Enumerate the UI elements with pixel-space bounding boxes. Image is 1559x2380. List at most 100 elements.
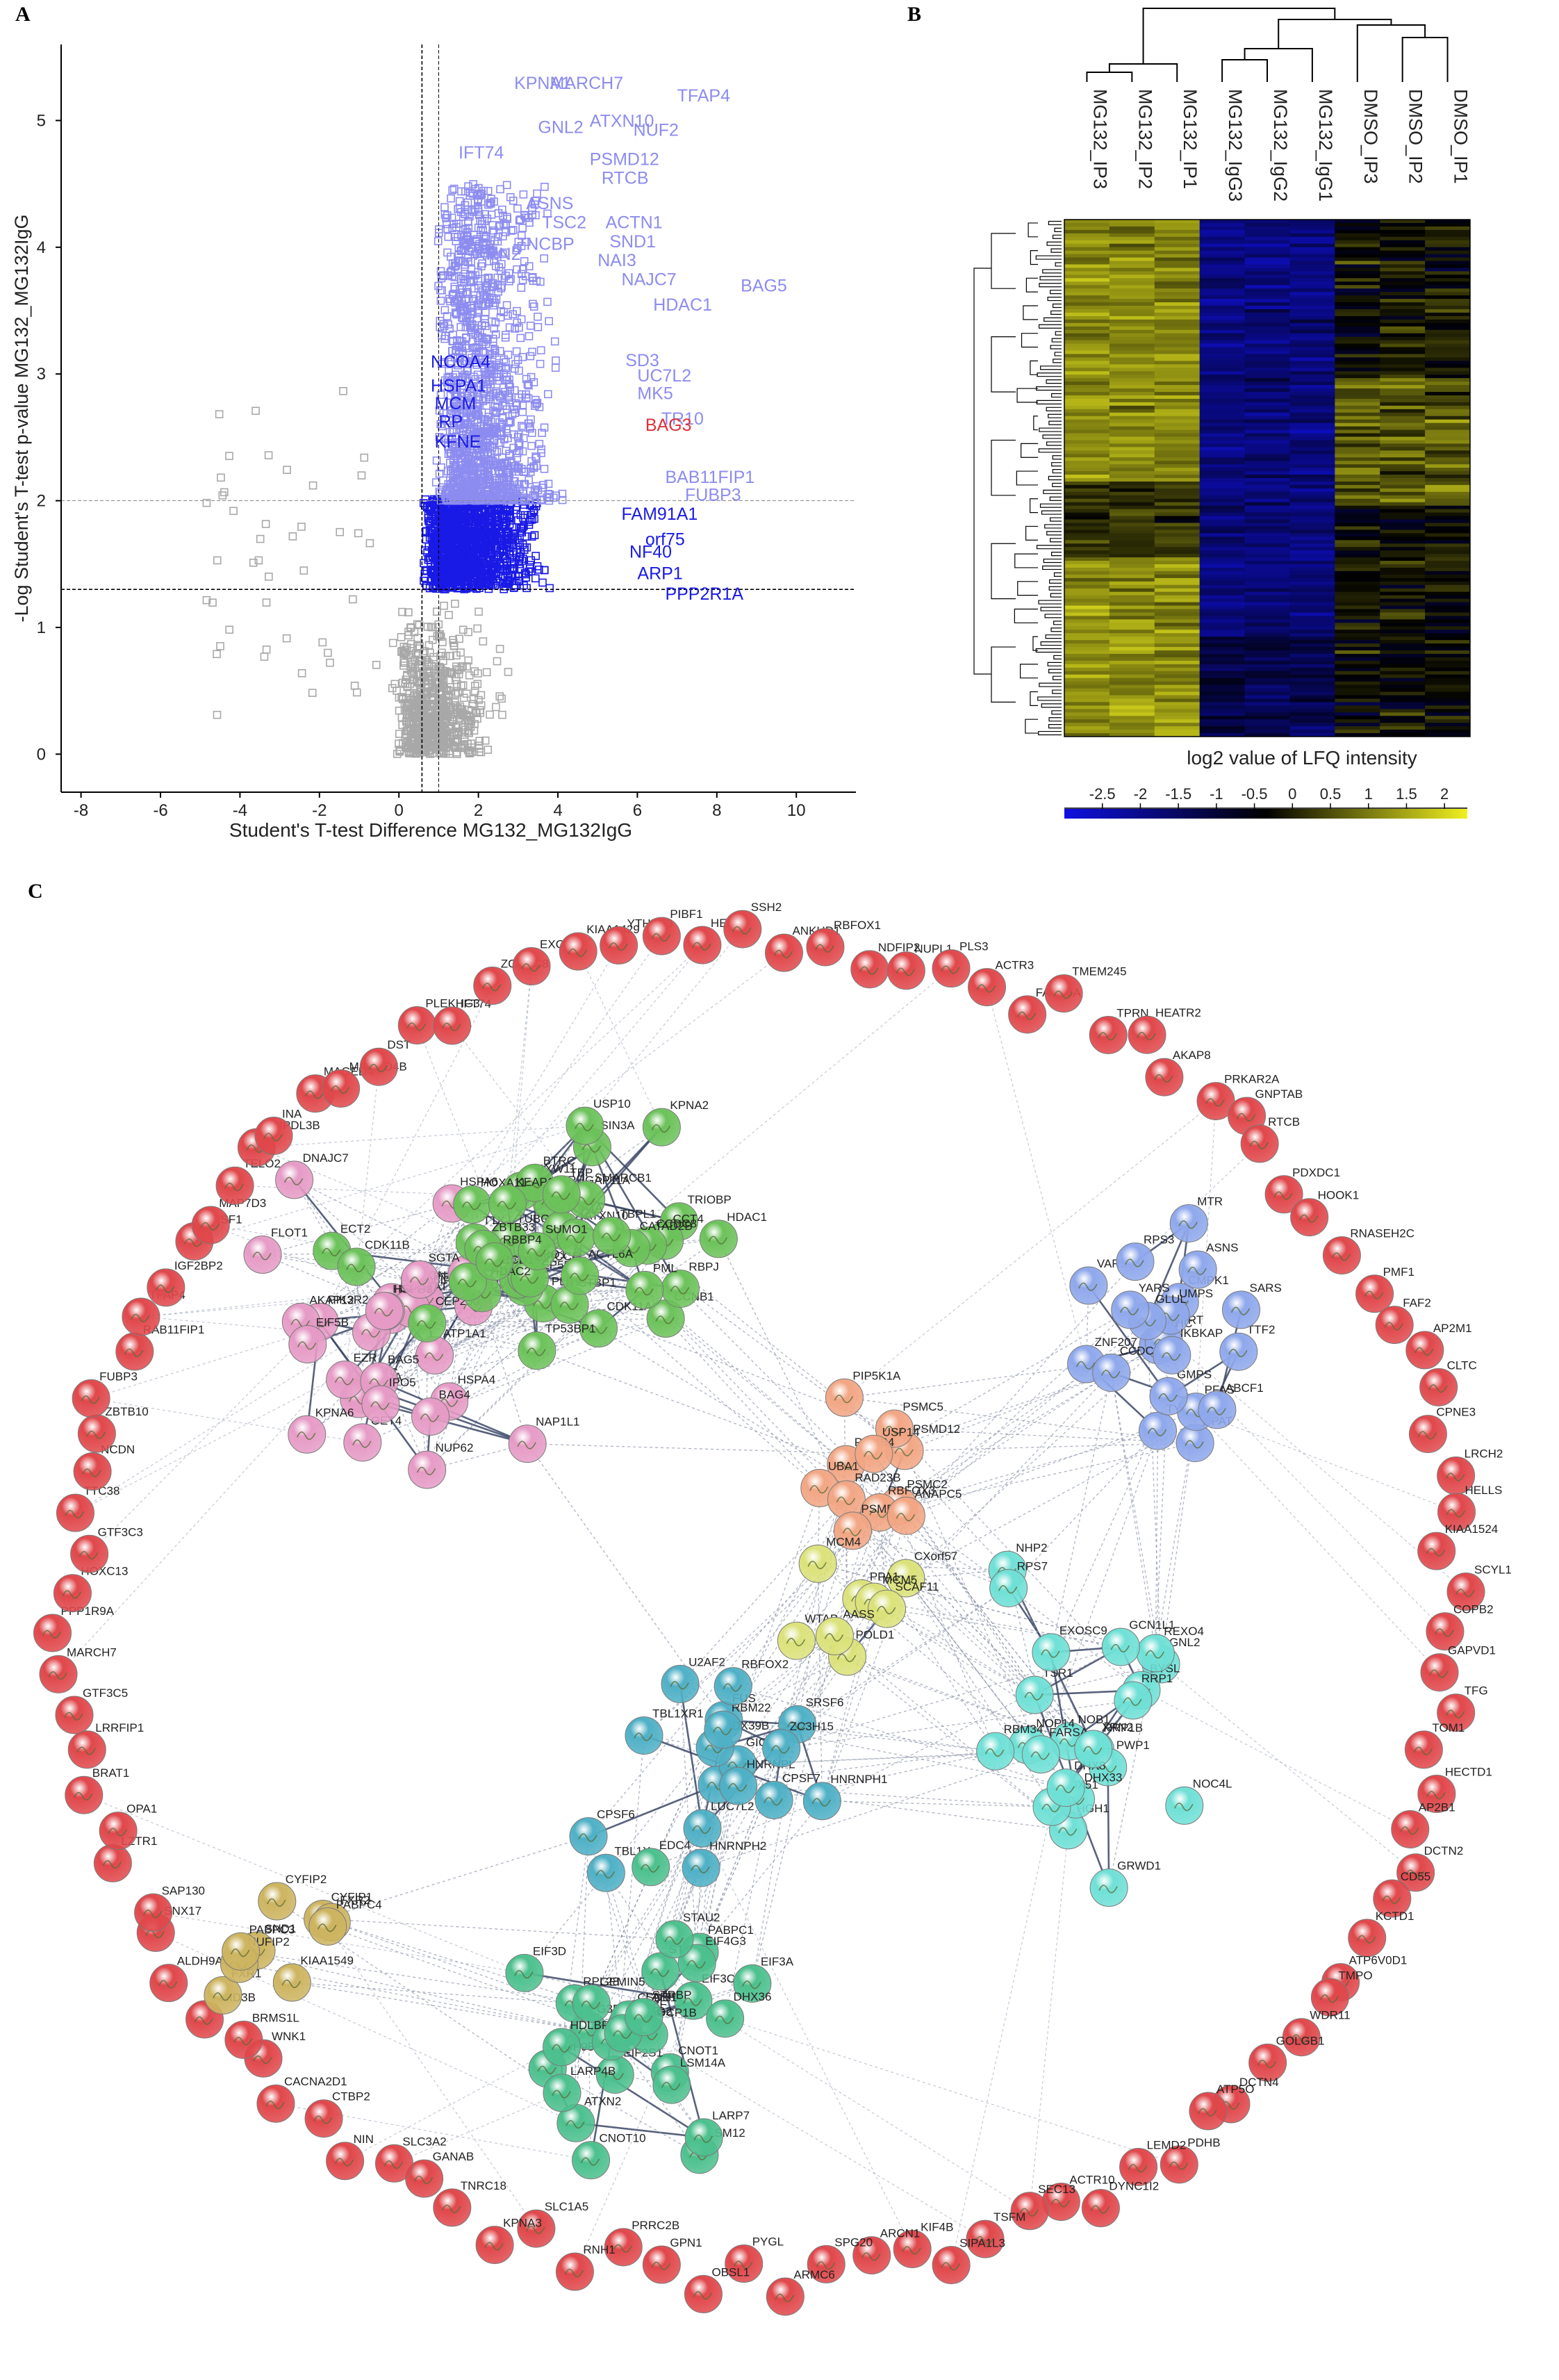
heatmap-cell [1335,682,1380,685]
dendrogram-link [1034,416,1038,430]
heatmap-cell [1110,350,1155,354]
heatmap-cell [1380,223,1425,227]
heatmap-cell [1425,368,1470,371]
heatmap-cell [1110,357,1155,361]
heatmap-cell [1064,502,1110,506]
nonsig-point [440,602,447,609]
heatmap-cell [1425,705,1470,709]
heatmap-cell [1064,285,1110,288]
heatmap-cell [1200,592,1245,596]
heatmap-cell [1155,726,1200,730]
heatmap-cell [1155,678,1200,682]
heatmap-cell [1064,316,1110,320]
heatmap-cell [1335,378,1380,381]
heatmap-cell [1110,509,1155,513]
heatmap-cell [1289,261,1335,265]
heatmap-cell [1245,506,1290,509]
heatmap-cell [1289,313,1335,316]
heatmap-cell [1155,285,1200,288]
heatmap-cell [1200,281,1245,285]
heatmap-cell [1245,244,1290,247]
heatmap-cell [1064,585,1110,589]
heatmap-cell [1425,654,1470,657]
heatmap-cell [1335,543,1380,547]
heatmap-cell [1335,295,1380,299]
sig-point [541,255,547,262]
nonsig-point [214,557,221,564]
heatmap-cell [1200,450,1245,454]
heatmap-cell [1155,596,1200,599]
heatmap-cell [1289,378,1335,381]
x-tick-label: 10 [787,801,806,820]
heatmap-cell [1425,443,1470,447]
heatmap-cell [1425,337,1470,340]
heatmap-cell [1155,323,1200,327]
heatmap-cell [1335,520,1380,523]
heatmap-cell [1289,623,1335,626]
heatmap-cell [1289,320,1335,323]
heatmap-cell [1245,371,1290,375]
heatmap-cell [1380,547,1425,550]
heatmap-cell [1380,671,1425,675]
heatmap-cell [1425,692,1470,696]
heatmap-cell [1155,413,1200,416]
heatmap-cell [1245,285,1290,288]
heatmap-cell [1110,585,1155,589]
heatmap-cell [1425,492,1470,495]
heatmap-cell [1245,347,1290,351]
heatmap-cell [1110,650,1155,654]
heatmap-cell [1155,712,1200,716]
heatmap-cell [1200,547,1245,550]
heatmap-cell [1425,350,1470,354]
heatmap-cell [1289,334,1335,337]
heatmap-cell [1110,416,1155,420]
heatmap-cell [1335,264,1380,268]
heatmap-cell [1110,281,1155,285]
dendrogram-link [1049,669,1062,673]
heatmap-cell [1200,395,1245,399]
heatmap-cell [1380,647,1425,650]
heatmap-cell [1110,475,1155,478]
heatmap-cell [1289,599,1335,602]
heatmap-cell [1425,354,1470,357]
heatmap-cell [1200,271,1245,274]
heatmap-cell [1289,561,1335,564]
heatmap-cell [1245,702,1290,705]
heatmap-cell [1155,623,1200,626]
heatmap-cell [1110,395,1155,399]
heatmap-cell [1064,302,1110,306]
heatmap-cell [1245,350,1290,354]
heatmap-cell [1289,568,1335,571]
heatmap-cell [1380,395,1425,399]
heatmap-cell [1335,523,1380,526]
heatmap-cell [1064,513,1110,516]
sig-point [534,324,541,331]
heatmap-cell [1425,623,1470,626]
heatmap-cell [1200,536,1245,540]
heatmap-cell [1064,530,1110,533]
heatmap-cell [1289,619,1335,623]
heatmap-cell [1425,716,1470,719]
heatmap-cell [1110,520,1155,523]
heatmap-cell [1335,316,1380,320]
heatmap-cell [1289,547,1335,550]
y-axis-title: -Log Student's T-test p-value MG132_MG13… [11,215,32,623]
nonsig-point [324,649,331,656]
heatmap-cell [1380,295,1425,299]
heatmap-cell [1245,650,1290,654]
heatmap-cell [1155,485,1200,489]
heatmap-cell [1289,509,1335,513]
heatmap-cell [1335,571,1380,575]
heatmap-cell [1155,237,1200,240]
heatmap-cell [1064,654,1110,657]
heatmap-cell [1110,334,1155,337]
heatmap-cell [1155,533,1200,536]
heatmap-cell [1064,281,1110,285]
heatmap-cell [1064,657,1110,661]
heatmap-cell [1200,443,1245,447]
heatmap-cell [1064,292,1110,295]
heatmap-cell [1289,443,1335,447]
heatmap-cell [1289,344,1335,347]
dendrogram-link [1045,614,1062,618]
heatmap-cell [1200,392,1245,395]
